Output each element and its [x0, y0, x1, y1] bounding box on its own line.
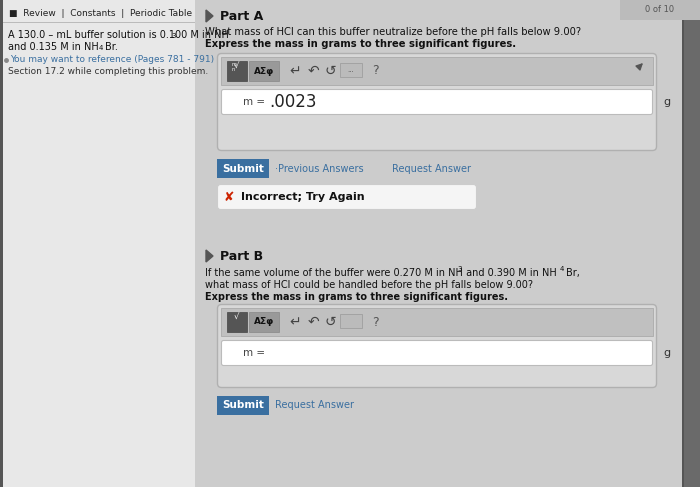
Bar — [340, 314, 362, 328]
Text: ↺: ↺ — [324, 315, 336, 329]
Bar — [0, 0, 3, 487]
Text: and 0.390 M in NH: and 0.390 M in NH — [463, 268, 556, 278]
Text: Section 17.2 while completing this problem.: Section 17.2 while completing this probl… — [8, 67, 209, 75]
Text: Part B: Part B — [220, 249, 263, 262]
Bar — [249, 61, 279, 81]
Text: What mass of HCl can this buffer neutralize before the pH falls below 9.00?: What mass of HCl can this buffer neutral… — [205, 27, 581, 37]
Text: ■  Review  |  Constants  |  Periodic Table: ■ Review | Constants | Periodic Table — [9, 10, 192, 19]
Text: g: g — [663, 348, 670, 358]
Text: Express the mass in grams to three significant figures.: Express the mass in grams to three signi… — [205, 292, 508, 302]
Text: m =: m = — [243, 97, 265, 107]
Bar — [221, 308, 653, 336]
Text: ↶: ↶ — [307, 64, 318, 78]
Bar — [340, 63, 362, 77]
FancyBboxPatch shape — [218, 54, 657, 150]
Text: ↵: ↵ — [289, 315, 301, 329]
Bar — [221, 57, 653, 85]
Text: what mass of HCl could be handled before the pH falls below 9.00?: what mass of HCl could be handled before… — [205, 280, 533, 290]
Text: 3: 3 — [171, 33, 176, 39]
Bar — [684, 0, 700, 487]
Bar — [3, 22, 195, 23]
Bar — [0, 0, 195, 487]
Text: Incorrect; Try Again: Incorrect; Try Again — [241, 192, 365, 202]
Bar — [195, 0, 700, 487]
Text: ?: ? — [372, 316, 378, 329]
Bar — [249, 312, 279, 332]
FancyBboxPatch shape — [218, 185, 477, 209]
Text: Part A: Part A — [220, 10, 263, 22]
Text: ↵: ↵ — [289, 64, 301, 78]
Text: √: √ — [233, 60, 239, 70]
Text: You may want to reference (Pages 781 - 791): You may want to reference (Pages 781 - 7… — [10, 56, 214, 64]
Text: m =: m = — [243, 348, 265, 358]
Bar — [217, 159, 269, 178]
Text: ·Previous Answers: ·Previous Answers — [275, 164, 363, 173]
Text: If the same volume of the buffer were 0.270 M in NH: If the same volume of the buffer were 0.… — [205, 268, 463, 278]
Text: ...: ... — [348, 67, 354, 73]
Text: ?: ? — [372, 64, 378, 77]
FancyBboxPatch shape — [221, 340, 652, 366]
Text: m
n: m n — [231, 61, 236, 73]
Bar — [227, 312, 247, 332]
Bar — [195, 0, 700, 487]
Text: 3: 3 — [457, 266, 461, 272]
Text: √: √ — [233, 312, 239, 320]
Text: ↶: ↶ — [307, 315, 318, 329]
Text: Submit: Submit — [222, 164, 264, 173]
FancyBboxPatch shape — [218, 304, 657, 388]
FancyBboxPatch shape — [221, 90, 652, 114]
Text: 4: 4 — [560, 266, 564, 272]
Text: AΣφ: AΣφ — [254, 318, 274, 326]
Text: A 130.0 – mL buffer solution is 0.100 M in NH: A 130.0 – mL buffer solution is 0.100 M … — [8, 30, 229, 40]
Text: Br,: Br, — [566, 268, 580, 278]
Text: Br.: Br. — [105, 42, 118, 52]
Text: AΣφ: AΣφ — [254, 67, 274, 75]
Text: Request Answer: Request Answer — [275, 400, 354, 411]
Text: ↺: ↺ — [324, 64, 336, 78]
Text: Express the mass in grams to three significant figures.: Express the mass in grams to three signi… — [205, 39, 516, 49]
Text: and 0.135 M in NH: and 0.135 M in NH — [8, 42, 99, 52]
Polygon shape — [206, 10, 213, 22]
Text: ✘: ✘ — [224, 190, 234, 204]
Text: g: g — [663, 97, 670, 107]
Bar — [227, 61, 247, 81]
Polygon shape — [206, 250, 213, 262]
Text: 0 of 10: 0 of 10 — [645, 5, 675, 15]
Bar — [620, 0, 700, 20]
Text: 4: 4 — [99, 45, 104, 51]
Text: Request Answer: Request Answer — [392, 164, 471, 173]
Bar — [217, 396, 269, 415]
Bar — [682, 0, 700, 487]
Text: Submit: Submit — [222, 400, 264, 411]
Text: .0023: .0023 — [269, 93, 316, 111]
